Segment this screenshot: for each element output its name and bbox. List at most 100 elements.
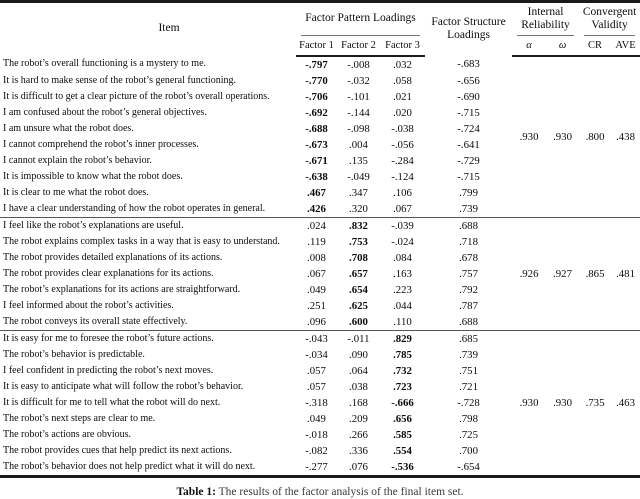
factor2-loading: -.008 — [347, 58, 370, 71]
structure-loading: -.683 — [457, 58, 480, 70]
table-row: The robot provides cues that help predic… — [0, 443, 640, 459]
factor3-loading: .020 — [393, 106, 412, 119]
table-row: The robot provides clear explanations fo… — [0, 266, 640, 282]
structure-loading: -.729 — [457, 154, 480, 167]
factor1-loading: .049 — [307, 283, 326, 296]
factor3-loading: .032 — [393, 58, 412, 71]
item-text: The robot conveys its overall state effe… — [3, 315, 188, 327]
ave-value: .438 — [616, 130, 635, 143]
convergent-validity-line2: Validity — [591, 19, 628, 32]
item-text: The robot provides detailed explanations… — [3, 251, 223, 263]
factor1-loading: -.043 — [305, 332, 328, 345]
convergent-validity-line1: Convergent — [582, 5, 637, 18]
factor2-loading: .832 — [349, 219, 368, 232]
structure-loading: -.656 — [457, 74, 480, 87]
table-row: I cannot explain the robot’s behavior. -.… — [0, 153, 640, 169]
factor2-loading: .753 — [349, 235, 368, 248]
factor-structure-line2: Loadings — [447, 29, 490, 42]
factor1-loading: -.688 — [305, 122, 328, 135]
factor3-loading: .656 — [393, 412, 412, 425]
factor1-loading: -.034 — [305, 348, 328, 361]
table-row: The robot’s overall functioning is a mys… — [0, 56, 640, 143]
factor2-loading: .708 — [349, 251, 368, 264]
table-row: It is difficult to get a clear picture o… — [0, 89, 640, 105]
factor3-loading: .067 — [393, 202, 412, 215]
factor3-loading: .110 — [393, 315, 412, 328]
item-text: The robot’s overall functioning is a mys… — [3, 58, 207, 69]
factor3-loading: -.124 — [391, 170, 414, 183]
factor-analysis-table: Item Factor Pattern Loadings Factor Stru… — [0, 0, 640, 478]
alpha-value: .930 — [519, 396, 539, 409]
item-text: It is clear to me what the robot does. — [3, 186, 149, 198]
factor1-loading: .067 — [307, 267, 326, 280]
col-header-item: Item — [158, 22, 180, 35]
item-text: It is hard to make sense of the robot’s … — [3, 74, 236, 86]
item-text: The robot’s explanations for its actions… — [3, 283, 241, 295]
factor1-loading: -.277 — [305, 460, 328, 473]
table-row: It is clear to me what the robot does. .4… — [0, 185, 640, 201]
item-text: It is difficult for me to tell what the … — [3, 396, 221, 408]
factor3-loading: -.284 — [391, 154, 414, 167]
table-row: It is hard to make sense of the robot’s … — [0, 73, 640, 89]
factor2-loading: -.049 — [347, 170, 370, 183]
structure-loading: .688 — [459, 315, 478, 328]
structure-loading: .751 — [459, 364, 478, 377]
item-text: The robot’s actions are obvious. — [3, 428, 132, 440]
factor2-loading: .625 — [349, 299, 368, 312]
table-row: I am confused about the robot’s general … — [0, 105, 640, 121]
table-header: Item Factor Pattern Loadings Factor Stru… — [0, 2, 640, 57]
structure-loading: .757 — [459, 267, 478, 280]
item-text: The robot provides clear explanations fo… — [3, 267, 214, 279]
structure-loading: .678 — [459, 251, 478, 264]
table-row: The robot explains complex tasks in a wa… — [0, 234, 640, 250]
item-text: The robot’s behavior is predictable. — [3, 348, 145, 360]
table-row: It is impossible to know what the robot … — [0, 169, 640, 185]
table-row: I feel confident in predicting the robot… — [0, 363, 640, 379]
factor3-loading: .058 — [393, 74, 412, 87]
omega-value: .930 — [553, 130, 572, 143]
factor3-loading: -.038 — [391, 122, 414, 135]
factor2-loading: .168 — [349, 396, 368, 409]
factor1-loading: .008 — [307, 251, 326, 264]
table-row: The robot’s explanations for its actions… — [0, 282, 640, 298]
table-row: The robot’s behavior is predictable. -.03… — [0, 347, 640, 363]
internal-reliability-line1: Internal — [527, 5, 564, 18]
item-text: The robot explains complex tasks in a wa… — [3, 235, 280, 247]
factor3-loading: .084 — [393, 251, 412, 264]
structure-loading: .688 — [459, 219, 478, 232]
factor1-loading: -.797 — [305, 58, 328, 71]
structure-loading: .700 — [459, 444, 478, 457]
factor-structure-line1: Factor Structure — [431, 15, 506, 28]
factor3-loading: .785 — [393, 348, 412, 361]
factor2-loading: .336 — [349, 444, 368, 457]
item-text: The robot’s next steps are clear to me. — [3, 412, 156, 424]
col-header-factor1: Factor 1 — [296, 35, 337, 57]
caption-text: The results of the factor analysis of th… — [218, 485, 464, 498]
ave-value: .463 — [616, 396, 635, 409]
factor1-loading: .251 — [307, 299, 326, 312]
cr-value: .800 — [585, 130, 605, 143]
table-row: The robot’s behavior does not help predi… — [0, 459, 640, 477]
item-block-1: The robot’s overall functioning is a mys… — [0, 56, 640, 218]
factor1-loading: .057 — [307, 364, 326, 377]
factor3-loading: .044 — [393, 299, 412, 312]
factor2-loading: .320 — [349, 202, 368, 215]
factor3-loading: .732 — [393, 364, 412, 377]
factor2-loading: .090 — [349, 348, 368, 361]
col-header-ave: AVE — [611, 35, 640, 57]
col-group-convergent-validity: Convergent Validity — [579, 2, 640, 36]
structure-loading: -.715 — [457, 170, 480, 183]
factor2-loading: .347 — [349, 186, 368, 199]
item-text: I cannot comprehend the robot’s inner pr… — [3, 138, 199, 150]
factor2-loading: .064 — [349, 364, 368, 377]
factor1-loading: -.770 — [305, 74, 328, 87]
table-row: The robot’s next steps are clear to me..… — [0, 411, 640, 427]
factor1-loading: -.692 — [305, 106, 328, 119]
structure-loading: .787 — [459, 299, 478, 312]
factor1-loading: .049 — [307, 412, 326, 425]
factor3-loading: .021 — [393, 90, 412, 103]
structure-loading: -.728 — [457, 396, 480, 409]
factor1-loading: .426 — [307, 202, 326, 215]
item-text: The robot’s behavior does not help predi… — [3, 460, 256, 472]
